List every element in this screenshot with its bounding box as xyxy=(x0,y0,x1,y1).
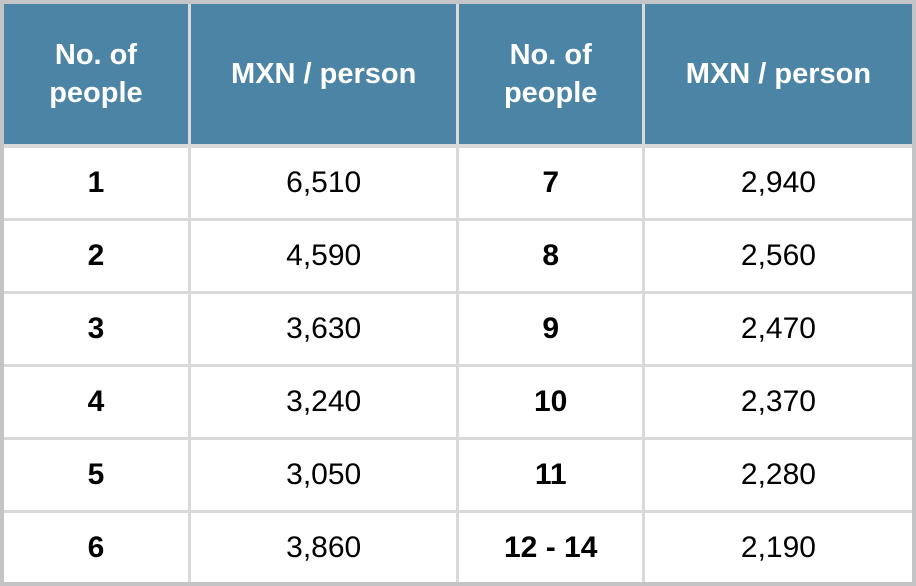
cell-people: 6 xyxy=(4,510,191,582)
table-row: 3 3,630 9 2,470 xyxy=(4,291,912,368)
cell-price: 3,860 xyxy=(187,510,460,582)
price-per-person-table: No. of people MXN / person No. of people… xyxy=(4,4,912,582)
cell-price: 2,470 xyxy=(641,291,912,368)
cell-people: 8 xyxy=(456,218,645,295)
cell-people: 7 xyxy=(456,144,645,222)
table-row: 2 4,590 8 2,560 xyxy=(4,218,912,295)
header-row: No. of people MXN / person No. of people… xyxy=(4,4,912,148)
cell-people: 2 xyxy=(4,218,191,295)
cell-price: 2,190 xyxy=(641,510,912,582)
cell-price: 4,590 xyxy=(187,218,460,295)
cell-price: 2,280 xyxy=(641,437,912,514)
cell-people: 4 xyxy=(4,364,191,441)
cell-price: 3,240 xyxy=(187,364,460,441)
cell-price: 2,940 xyxy=(641,144,912,222)
table-row: 5 3,050 11 2,280 xyxy=(4,437,912,514)
cell-price: 2,560 xyxy=(641,218,912,295)
table-row: 6 3,860 12 - 14 2,190 xyxy=(4,510,912,582)
cell-price: 2,370 xyxy=(641,364,912,441)
cell-people: 1 xyxy=(4,144,191,222)
cell-people: 5 xyxy=(4,437,191,514)
cell-people: 10 xyxy=(456,364,645,441)
header-no-of-people-left: No. of people xyxy=(4,4,191,148)
cell-price: 6,510 xyxy=(187,144,460,222)
header-mxn-per-person-left: MXN / person xyxy=(187,4,460,148)
cell-people: 9 xyxy=(456,291,645,368)
cell-people: 11 xyxy=(456,437,645,514)
header-mxn-per-person-right: MXN / person xyxy=(641,4,912,148)
table-row: 4 3,240 10 2,370 xyxy=(4,364,912,441)
cell-price: 3,630 xyxy=(187,291,460,368)
cell-people: 3 xyxy=(4,291,191,368)
header-no-of-people-right: No. of people xyxy=(456,4,645,148)
table-row: 1 6,510 7 2,940 xyxy=(4,144,912,222)
cell-price: 3,050 xyxy=(187,437,460,514)
cell-people: 12 - 14 xyxy=(456,510,645,582)
